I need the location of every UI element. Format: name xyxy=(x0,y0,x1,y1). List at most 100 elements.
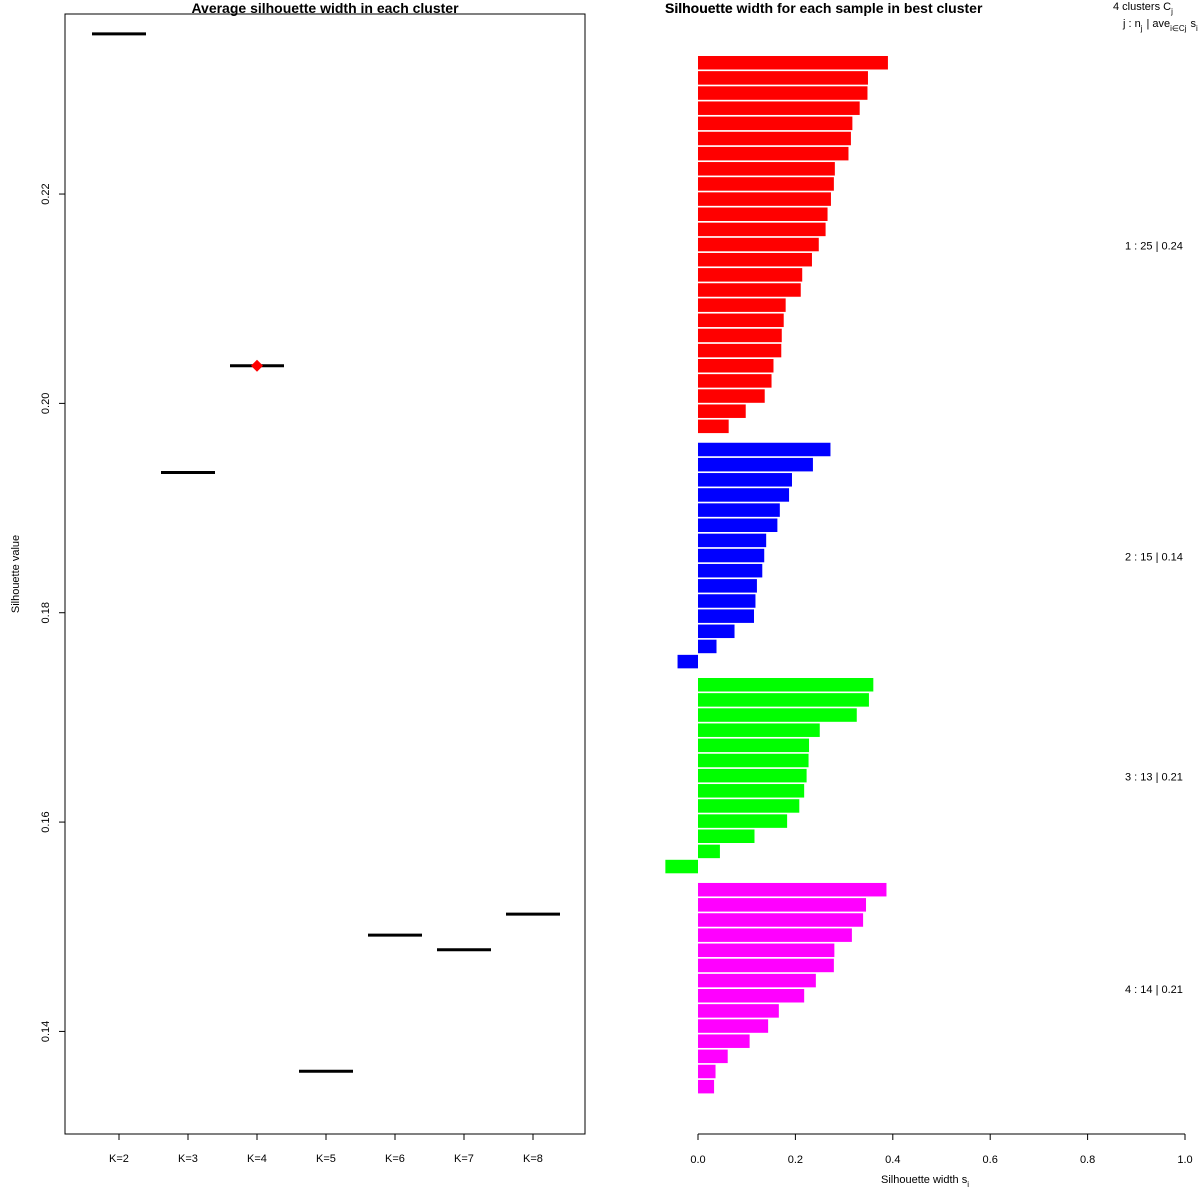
silhouette-bar-cluster-4 xyxy=(698,882,887,897)
left-x-tick-label: K=6 xyxy=(385,1153,405,1165)
silhouette-bar-cluster-1 xyxy=(698,374,772,388)
silhouette-bar-cluster-4 xyxy=(698,1079,715,1094)
cluster-label-3: 3 : 13 | 0.21 xyxy=(1125,771,1183,783)
silhouette-bar-cluster-4 xyxy=(698,1064,716,1079)
silhouette-bar-cluster-1 xyxy=(698,146,849,161)
silhouette-bar-cluster-4 xyxy=(698,928,852,942)
right-x-tick-label: 1.0 xyxy=(1177,1154,1192,1166)
silhouette-bar-cluster-3 xyxy=(698,784,805,798)
silhouette-bar-cluster-1 xyxy=(698,343,782,358)
left-y-axis-label: Silhouette value xyxy=(10,535,22,613)
left-x-tick-label: K=4 xyxy=(247,1153,267,1165)
silhouette-bar-cluster-4 xyxy=(698,958,834,973)
right-x-axis-label: Silhouette width si xyxy=(881,1174,969,1189)
silhouette-bar-cluster-3 xyxy=(698,814,788,828)
silhouette-bar-cluster-4 xyxy=(698,989,805,1003)
silhouette-bar-cluster-4 xyxy=(698,1049,728,1064)
silhouette-bar-cluster-1 xyxy=(698,237,819,252)
cluster-label-2: 2 : 15 | 0.14 xyxy=(1125,551,1183,563)
silhouette-bar-cluster-3 xyxy=(698,768,807,783)
silhouette-bar-cluster-2 xyxy=(698,457,813,472)
left-x-tick-label: K=3 xyxy=(178,1153,198,1165)
silhouette-bar-cluster-2 xyxy=(698,609,755,623)
silhouette-bar-cluster-4 xyxy=(698,1034,750,1048)
left-y-tick-label: 0.16 xyxy=(40,811,52,832)
left-x-axis: K=2 K=3 K=4 K=5 K=6 K=7 K=8 xyxy=(109,1134,543,1165)
silhouette-bar-cluster-1 xyxy=(698,404,746,418)
silhouette-bar-cluster-3 xyxy=(698,799,800,813)
silhouette-bar-cluster-1 xyxy=(698,222,826,237)
silhouette-bar-cluster-1 xyxy=(698,177,834,191)
left-y-tick-label: 0.22 xyxy=(40,183,52,204)
silhouette-bar-cluster-2 xyxy=(698,594,756,608)
left-y-tick-label: 0.14 xyxy=(40,1021,52,1042)
silhouette-bar-cluster-2 xyxy=(698,639,717,654)
right-x-tick-label: 0.2 xyxy=(788,1154,803,1166)
silhouette-bar-cluster-3 xyxy=(698,693,869,707)
silhouette-bar-cluster-1 xyxy=(698,328,782,343)
silhouette-bar-cluster-1 xyxy=(698,252,812,267)
right-x-tick-label: 0.0 xyxy=(690,1154,705,1166)
silhouette-bar-cluster-1 xyxy=(698,359,774,373)
legend-header-line2: j : nj | avei∈Cj si xyxy=(1122,18,1198,33)
silhouette-bar-cluster-3 xyxy=(698,829,755,843)
left-y-tick-label: 0.20 xyxy=(40,393,52,414)
right-x-tick-label: 0.4 xyxy=(885,1154,900,1166)
right-cluster-labels: 1 : 25 | 0.24 2 : 15 | 0.14 3 : 13 | 0.21 4… xyxy=(1125,240,1183,996)
silhouette-bar-cluster-1 xyxy=(698,268,803,282)
legend-header-line1: 4 clusters Cj xyxy=(1113,1,1173,16)
best-k-marker xyxy=(251,359,263,372)
right-x-tick-label: 0.6 xyxy=(983,1154,998,1166)
silhouette-bar-cluster-2 xyxy=(677,654,698,669)
silhouette-bar-cluster-4 xyxy=(698,913,864,927)
silhouette-bar-cluster-4 xyxy=(698,1004,779,1018)
silhouette-bar-cluster-1 xyxy=(698,56,888,70)
right-panel: Silhouette Silhouette width for each sam… xyxy=(665,0,1198,1189)
silhouette-bar-cluster-1 xyxy=(698,162,835,176)
silhouette-bar-cluster-2 xyxy=(698,563,763,578)
silhouette-bar-cluster-1 xyxy=(698,101,860,115)
silhouette-bar-cluster-1 xyxy=(698,131,851,146)
silhouette-bar-cluster-3 xyxy=(698,844,720,859)
silhouette-bar-cluster-3 xyxy=(698,723,820,737)
cluster-label-4: 4 : 14 | 0.21 xyxy=(1125,984,1183,996)
left-x-tick-label: K=8 xyxy=(523,1153,543,1165)
silhouette-bar-cluster-2 xyxy=(698,533,767,548)
silhouette-bar-cluster-2 xyxy=(698,442,831,457)
silhouette-bar-cluster-2 xyxy=(698,518,778,532)
silhouette-bar-cluster-3 xyxy=(698,753,809,768)
silhouette-bar-cluster-3 xyxy=(698,708,857,722)
left-chart-title: Average silhouette width in each cluster xyxy=(191,0,459,16)
left-y-tick-label: 0.18 xyxy=(40,602,52,623)
cluster-label-1: 1 : 25 | 0.24 xyxy=(1125,240,1183,252)
silhouette-bar-cluster-1 xyxy=(698,86,868,100)
silhouette-bar-cluster-2 xyxy=(698,473,792,487)
silhouette-bar-cluster-1 xyxy=(698,71,868,85)
silhouette-bar-cluster-1 xyxy=(698,313,784,328)
silhouette-bar-cluster-1 xyxy=(698,389,765,403)
silhouette-bar-cluster-1 xyxy=(698,116,853,131)
silhouette-bar-cluster-1 xyxy=(698,298,786,312)
right-silhouette-bars xyxy=(665,56,888,1094)
silhouette-bar-cluster-2 xyxy=(698,503,780,517)
silhouette-bar-cluster-2 xyxy=(698,548,765,563)
silhouette-bar-cluster-1 xyxy=(698,207,828,221)
left-x-tick-label: K=5 xyxy=(316,1153,336,1165)
silhouette-bar-cluster-1 xyxy=(698,192,831,206)
silhouette-bar-cluster-4 xyxy=(698,973,816,988)
left-plot-frame xyxy=(64,13,586,1135)
silhouette-bar-cluster-2 xyxy=(698,624,735,639)
silhouette-bar-cluster-3 xyxy=(698,738,810,753)
left-x-tick-label: K=7 xyxy=(454,1153,474,1165)
right-chart-title: Silhouette width for each sample in best… xyxy=(665,0,983,16)
silhouette-bar-cluster-4 xyxy=(698,898,867,912)
left-y-axis: 0.14 0.16 0.18 0.20 0.22 xyxy=(40,183,65,1042)
silhouette-bar-cluster-1 xyxy=(698,283,801,297)
left-panel: Average silhouette width in each cluster… xyxy=(10,0,586,1165)
left-average-segments xyxy=(92,32,560,1073)
right-chart-title-overlay: Silhouette xyxy=(665,0,733,16)
silhouette-bar-cluster-1 xyxy=(698,419,729,434)
right-x-tick-label: 0.8 xyxy=(1080,1154,1095,1166)
silhouette-bar-cluster-3 xyxy=(665,859,698,874)
silhouette-bar-cluster-3 xyxy=(698,678,874,692)
